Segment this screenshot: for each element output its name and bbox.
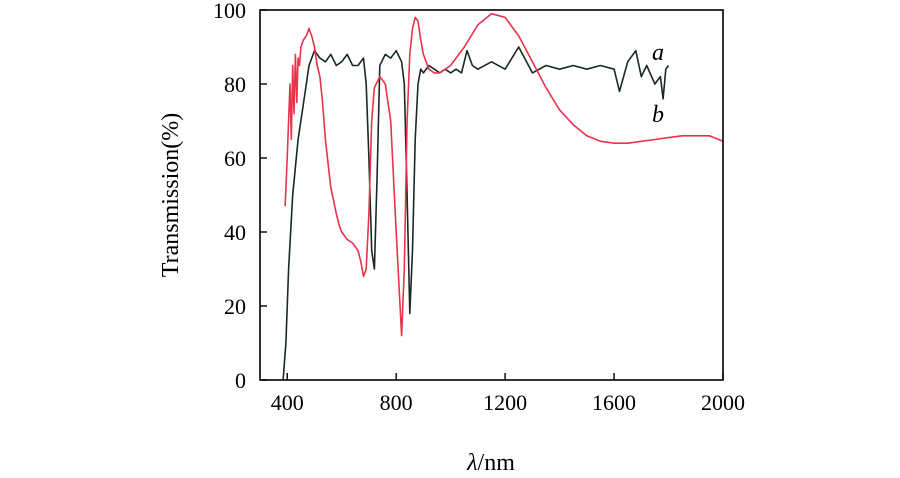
y-tick-label: 20	[224, 294, 246, 319]
x-tick-label: 1200	[483, 390, 527, 415]
y-tick-label: 0	[235, 368, 246, 393]
plot-area	[282, 12, 723, 380]
y-axis-title: Transmission(%)	[158, 113, 184, 277]
y-tick-label: 60	[224, 146, 246, 171]
x-tick-label: 800	[380, 390, 413, 415]
series-label-b: b	[652, 102, 664, 128]
x-tick-label: 2000	[701, 390, 745, 415]
x-tick-label: 400	[271, 390, 304, 415]
series-label-a: a	[652, 40, 664, 66]
x-tick-label: 1600	[592, 390, 636, 415]
series-line-a	[282, 46, 670, 380]
axis-ticks: 400 800 1200 1600 2000 0 20 40 60 80 100	[213, 0, 745, 415]
x-axis-title: λ/nm	[466, 450, 515, 476]
y-tick-label: 80	[224, 72, 246, 97]
y-tick-label: 100	[213, 0, 246, 23]
plot-frame	[259, 9, 724, 381]
y-tick-label: 40	[224, 220, 246, 245]
series-line-b	[284, 12, 723, 337]
